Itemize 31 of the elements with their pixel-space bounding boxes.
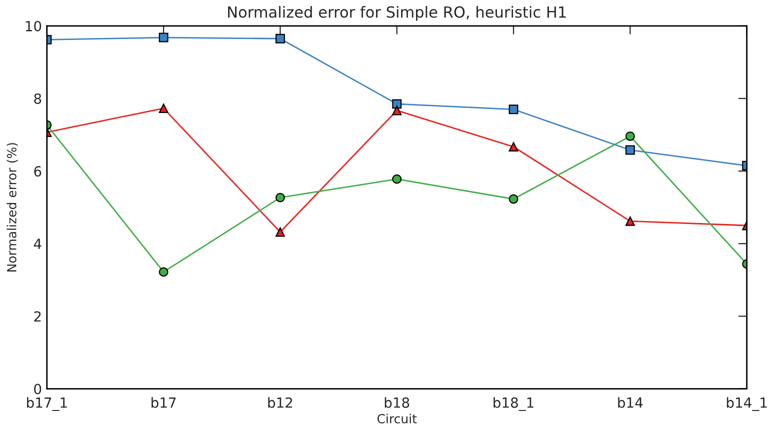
y-tick-label: 6 [34,166,42,177]
y-tick-label: 8 [34,93,42,104]
x-axis-title: Circuit [377,414,417,424]
point [625,145,635,155]
point [275,192,285,202]
point [392,174,402,184]
y-axis-title: Normalized error (%) [6,143,18,272]
x-tick-label: b12 [268,397,292,408]
x-tick-label: b17_1 [27,397,67,411]
x-tick-label: b14 [618,397,643,408]
point [392,99,402,109]
x-tick-label: b18 [384,397,410,408]
point [158,267,168,277]
point [508,142,518,152]
x-tick-label: b17 [152,397,176,408]
y-tick-label: 2 [34,311,41,322]
y-tick-label: 0 [34,384,42,394]
point [508,194,518,204]
x-tick-label: b18_1 [494,397,534,411]
point [158,32,168,42]
point [625,216,635,226]
point [158,104,168,114]
point [275,34,285,44]
point [275,227,285,237]
y-tick-label: 10 [26,20,42,32]
point [625,132,635,141]
point [392,106,402,116]
x-tick-label: b14_1 [726,397,767,411]
y-tick-label: 4 [34,238,42,249]
point [508,104,518,114]
chart-title: Normalized error for Simple RO, heuristic H1 [228,6,566,21]
